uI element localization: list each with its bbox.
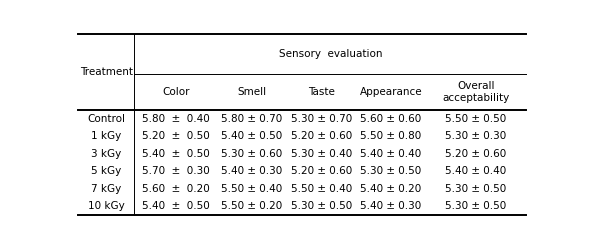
Text: 5.40 ± 0.30: 5.40 ± 0.30 (360, 201, 421, 211)
Text: 5.40  ±  0.50: 5.40 ± 0.50 (142, 201, 209, 211)
Text: 5.50 ± 0.40: 5.50 ± 0.40 (291, 184, 352, 194)
Text: Smell: Smell (237, 87, 267, 97)
Text: Taste: Taste (308, 87, 335, 97)
Text: 5.80 ± 0.70: 5.80 ± 0.70 (221, 114, 283, 124)
Text: Overall
acceptability: Overall acceptability (442, 81, 510, 103)
Text: 5.40 ± 0.30: 5.40 ± 0.30 (221, 166, 283, 176)
Text: 5.30 ± 0.50: 5.30 ± 0.50 (445, 201, 507, 211)
Text: 1 kGy: 1 kGy (91, 131, 122, 141)
Text: 5.60  ±  0.20: 5.60 ± 0.20 (142, 184, 209, 194)
Text: 5.40  ±  0.50: 5.40 ± 0.50 (142, 149, 209, 159)
Text: Control: Control (87, 114, 125, 124)
Text: 5.40 ± 0.20: 5.40 ± 0.20 (360, 184, 421, 194)
Text: 5.20 ± 0.60: 5.20 ± 0.60 (291, 131, 352, 141)
Text: 5.40 ± 0.50: 5.40 ± 0.50 (221, 131, 283, 141)
Text: 5.20  ±  0.50: 5.20 ± 0.50 (142, 131, 209, 141)
Text: 10 kGy: 10 kGy (88, 201, 124, 211)
Text: 5.30 ± 0.30: 5.30 ± 0.30 (445, 131, 507, 141)
Text: 5.60 ± 0.60: 5.60 ± 0.60 (360, 114, 421, 124)
Text: 5.50 ± 0.80: 5.50 ± 0.80 (360, 131, 421, 141)
Text: 5.80  ±  0.40: 5.80 ± 0.40 (142, 114, 209, 124)
Text: 5.40 ± 0.40: 5.40 ± 0.40 (360, 149, 421, 159)
Text: Treatment: Treatment (80, 67, 133, 77)
Text: 5.50 ± 0.50: 5.50 ± 0.50 (445, 114, 507, 124)
Text: 3 kGy: 3 kGy (91, 149, 122, 159)
Text: 5.30 ± 0.70: 5.30 ± 0.70 (291, 114, 352, 124)
Text: 7 kGy: 7 kGy (91, 184, 122, 194)
Text: 5.30 ± 0.40: 5.30 ± 0.40 (291, 149, 352, 159)
Text: 5.40 ± 0.40: 5.40 ± 0.40 (445, 166, 507, 176)
Text: 5.50 ± 0.40: 5.50 ± 0.40 (221, 184, 283, 194)
Text: 5.20 ± 0.60: 5.20 ± 0.60 (445, 149, 507, 159)
Text: Appearance: Appearance (359, 87, 422, 97)
Text: 5.30 ± 0.60: 5.30 ± 0.60 (221, 149, 283, 159)
Text: 5.30 ± 0.50: 5.30 ± 0.50 (360, 166, 421, 176)
Text: 5 kGy: 5 kGy (91, 166, 122, 176)
Text: 5.30 ± 0.50: 5.30 ± 0.50 (445, 184, 507, 194)
Text: 5.20 ± 0.60: 5.20 ± 0.60 (291, 166, 352, 176)
Text: Color: Color (162, 87, 189, 97)
Text: 5.70  ±  0.30: 5.70 ± 0.30 (142, 166, 209, 176)
Text: 5.50 ± 0.20: 5.50 ± 0.20 (221, 201, 283, 211)
Text: Sensory  evaluation: Sensory evaluation (278, 49, 382, 59)
Text: 5.30 ± 0.50: 5.30 ± 0.50 (291, 201, 352, 211)
